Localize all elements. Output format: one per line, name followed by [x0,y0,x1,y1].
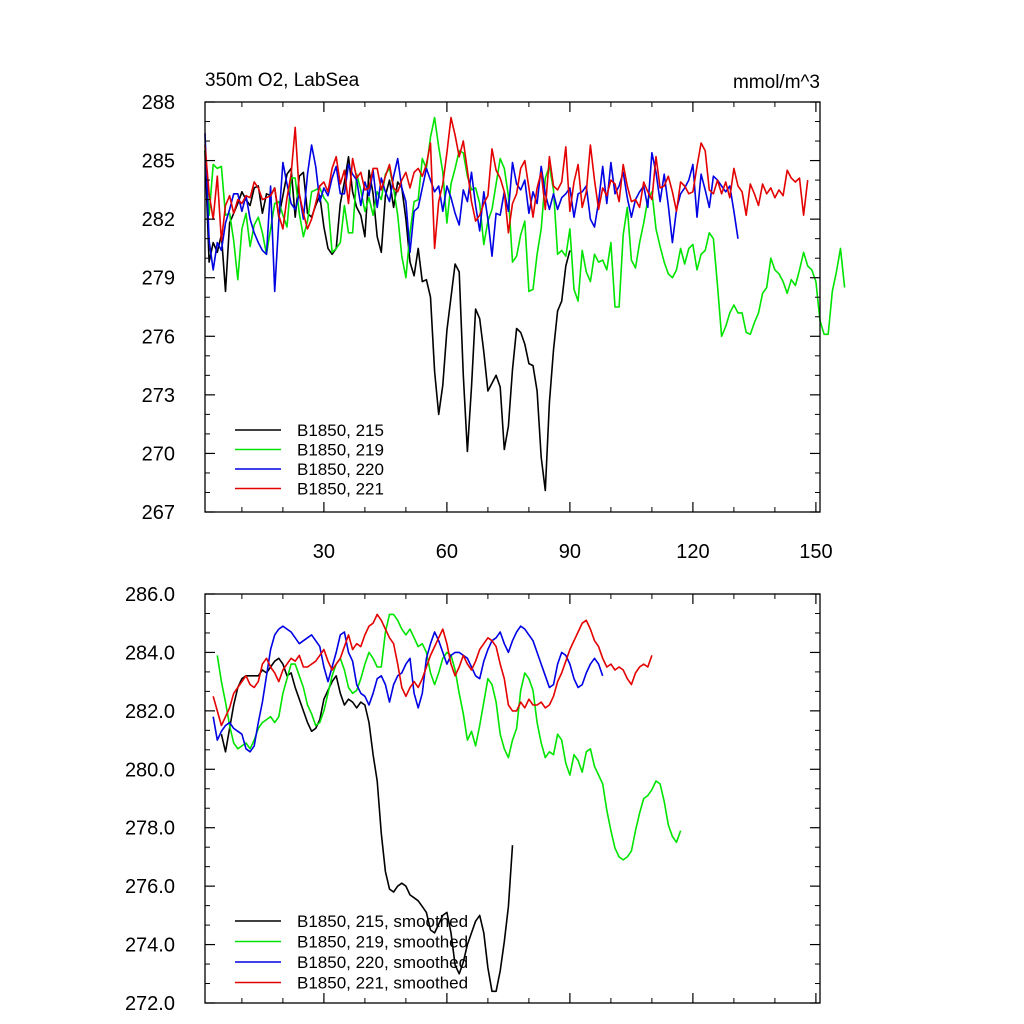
legend-label: B1850, 221, smoothed [297,974,468,993]
y-tick-label: 279 [142,268,175,290]
y-tick-label: 286.0 [125,584,175,606]
bottom-panel: 272.0 274.0 276.0 278.0 280.0 282.0 284.0 286.0… [125,584,821,1015]
series-line-3 [204,133,739,293]
x-tick-label: 150 [799,541,832,563]
legend-label: B1850, 221 [297,480,384,499]
x-tick-label: 60 [436,541,458,563]
chart-title: 350m O2, LabSea [205,70,360,91]
y-tick-label: 274.0 [125,935,175,957]
series-line-1 [204,150,571,492]
top-panel: 267 270 273 276 279 282 285 288 30 60 90 120 150 350m… [142,70,846,563]
legend-label: B1850, 220, smoothed [297,953,468,972]
series-line-3 [212,625,604,753]
y-tick-label: 276 [142,326,175,348]
series-line-4 [212,613,653,727]
plot-frame [204,101,821,513]
y-tick-label: 282.0 [125,701,175,723]
y-tick-label: 280.0 [125,759,175,781]
y-tick-label: 276.0 [125,876,175,898]
series-line-1 [220,657,514,993]
y-tick-label: 273 [142,385,175,407]
y-tick-label: 285 [142,151,175,173]
series-line-2 [204,116,846,338]
y-tick-label: 278.0 [125,818,175,840]
y-tick-label: 272.0 [125,993,175,1015]
series-line-4 [204,116,809,250]
y-tick-label: 282 [142,209,175,231]
y-tick-label: 267 [142,502,175,524]
y-tick-label: 284.0 [125,642,175,664]
y-tick-label: 270 [142,443,175,465]
y-tick-label: 288 [142,92,175,114]
x-tick-label: 30 [313,541,335,563]
legend-label: B1850, 220 [297,460,384,479]
legend-label: B1850, 215 [297,421,384,440]
x-tick-label: 120 [676,541,709,563]
units-label: mmol/m^3 [733,72,820,93]
plot-frame [204,593,821,1004]
legend-label: B1850, 219 [297,441,384,460]
legend-label: B1850, 219, smoothed [297,933,468,952]
legend-label: B1850, 215, smoothed [297,912,468,931]
x-tick-label: 90 [559,541,581,563]
